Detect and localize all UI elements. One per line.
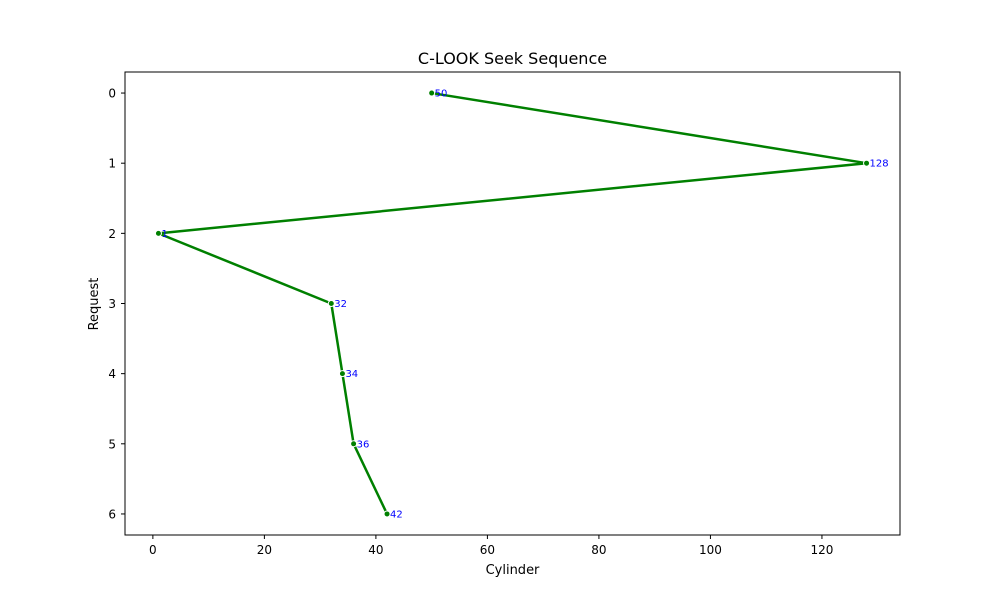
x-tick-label: 60	[480, 543, 495, 557]
y-tick-label: 1	[108, 157, 116, 171]
point-label: 36	[357, 439, 370, 450]
y-tick-label: 4	[108, 367, 116, 381]
x-tick-label: 40	[368, 543, 383, 557]
point-label: 128	[870, 159, 889, 170]
point-label: 32	[334, 299, 347, 310]
x-tick-label: 80	[591, 543, 606, 557]
data-point	[350, 440, 358, 448]
x-tick-label: 100	[699, 543, 722, 557]
y-tick-label: 3	[108, 297, 116, 311]
x-tick-label: 20	[257, 543, 272, 557]
x-tick-label: 0	[149, 543, 157, 557]
x-tick-label: 120	[810, 543, 833, 557]
data-point	[383, 510, 391, 518]
plot-area-frame	[124, 71, 901, 536]
data-point	[327, 300, 335, 307]
y-tick-label: 6	[108, 507, 116, 521]
y-axis-label: Request	[87, 278, 102, 331]
chart-title: C-LOOK Seek Sequence	[418, 49, 607, 68]
y-tick-label: 5	[108, 437, 116, 451]
data-point	[338, 370, 346, 378]
point-label: 1	[161, 229, 167, 240]
data-point	[428, 89, 436, 97]
point-labels-layer: 50 128 1 32 34 36 42	[161, 89, 888, 521]
y-tick-label: 2	[108, 227, 116, 241]
data-point	[154, 229, 162, 237]
points-layer	[154, 89, 871, 518]
point-label: 34	[345, 369, 358, 380]
point-label: 50	[435, 89, 448, 100]
y-tick-label: 0	[108, 87, 116, 101]
x-axis-label: Cylinder	[486, 563, 540, 578]
data-point	[863, 159, 871, 167]
point-label: 42	[390, 509, 403, 520]
